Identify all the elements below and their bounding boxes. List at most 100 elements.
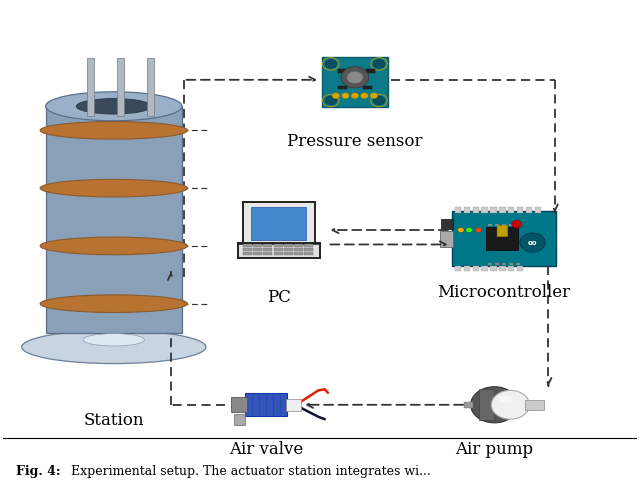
Circle shape bbox=[458, 227, 464, 232]
Bar bbox=[464, 402, 473, 408]
Circle shape bbox=[360, 93, 368, 98]
Ellipse shape bbox=[76, 98, 151, 114]
Bar bbox=[284, 248, 293, 251]
Bar bbox=[305, 252, 314, 255]
Bar bbox=[243, 248, 252, 251]
Ellipse shape bbox=[40, 179, 188, 197]
FancyBboxPatch shape bbox=[238, 243, 320, 258]
Bar bbox=[88, 58, 94, 116]
Circle shape bbox=[520, 233, 545, 252]
Bar bbox=[509, 224, 513, 225]
Bar bbox=[464, 207, 470, 213]
FancyBboxPatch shape bbox=[440, 230, 453, 247]
Bar bbox=[495, 263, 499, 265]
Text: PC: PC bbox=[267, 289, 291, 306]
Bar bbox=[481, 266, 488, 271]
FancyBboxPatch shape bbox=[442, 220, 453, 229]
FancyBboxPatch shape bbox=[243, 202, 315, 245]
Circle shape bbox=[325, 59, 337, 68]
Circle shape bbox=[332, 93, 340, 98]
Bar bbox=[264, 248, 273, 251]
Bar bbox=[284, 244, 293, 247]
Bar bbox=[490, 266, 497, 271]
Circle shape bbox=[511, 221, 522, 228]
Ellipse shape bbox=[45, 92, 182, 121]
Bar bbox=[338, 86, 347, 90]
Ellipse shape bbox=[83, 334, 145, 346]
FancyBboxPatch shape bbox=[497, 225, 508, 237]
Bar bbox=[243, 244, 252, 247]
Bar bbox=[264, 244, 273, 247]
Bar bbox=[274, 248, 283, 251]
Bar bbox=[294, 252, 303, 255]
Text: Experimental setup. The actuator station integrates wi...: Experimental setup. The actuator station… bbox=[67, 465, 431, 478]
Bar bbox=[535, 207, 541, 213]
Ellipse shape bbox=[40, 295, 188, 313]
Bar bbox=[455, 266, 461, 271]
Bar bbox=[294, 244, 303, 247]
Text: Fig. 4:: Fig. 4: bbox=[16, 465, 61, 478]
Bar bbox=[509, 263, 513, 265]
FancyBboxPatch shape bbox=[452, 211, 556, 266]
Ellipse shape bbox=[500, 395, 512, 403]
Bar bbox=[253, 252, 262, 255]
Bar bbox=[45, 106, 182, 333]
FancyBboxPatch shape bbox=[234, 414, 246, 425]
Bar bbox=[464, 266, 470, 271]
Bar bbox=[488, 224, 492, 225]
FancyBboxPatch shape bbox=[232, 397, 247, 412]
Bar bbox=[305, 244, 314, 247]
Bar bbox=[481, 207, 488, 213]
Ellipse shape bbox=[40, 237, 188, 255]
Bar bbox=[274, 244, 283, 247]
Circle shape bbox=[325, 96, 337, 105]
FancyBboxPatch shape bbox=[321, 57, 388, 108]
Bar bbox=[118, 58, 124, 116]
Bar bbox=[525, 400, 544, 410]
Circle shape bbox=[342, 93, 349, 98]
Bar bbox=[363, 86, 372, 90]
Bar bbox=[274, 252, 283, 255]
Bar bbox=[526, 207, 532, 213]
Bar bbox=[479, 390, 495, 420]
Bar bbox=[517, 207, 524, 213]
Bar bbox=[488, 263, 492, 265]
Bar bbox=[490, 207, 497, 213]
Circle shape bbox=[347, 71, 363, 84]
Bar bbox=[338, 69, 347, 73]
FancyBboxPatch shape bbox=[251, 207, 307, 240]
Bar bbox=[502, 224, 506, 225]
Text: Station: Station bbox=[84, 412, 144, 429]
Bar bbox=[294, 248, 303, 251]
Bar bbox=[455, 207, 461, 213]
Bar bbox=[264, 252, 273, 255]
FancyBboxPatch shape bbox=[486, 227, 518, 250]
Bar bbox=[472, 266, 479, 271]
Bar bbox=[516, 263, 520, 265]
Circle shape bbox=[341, 67, 369, 88]
Bar bbox=[502, 263, 506, 265]
Bar bbox=[499, 266, 506, 271]
Bar bbox=[284, 252, 293, 255]
FancyBboxPatch shape bbox=[286, 398, 301, 411]
Bar bbox=[243, 252, 252, 255]
Bar bbox=[253, 248, 262, 251]
Circle shape bbox=[373, 96, 385, 105]
Ellipse shape bbox=[470, 387, 518, 423]
Circle shape bbox=[373, 59, 385, 68]
Bar bbox=[305, 248, 314, 251]
FancyBboxPatch shape bbox=[246, 393, 287, 416]
Bar bbox=[508, 266, 515, 271]
Text: Air pump: Air pump bbox=[456, 441, 534, 458]
Ellipse shape bbox=[40, 122, 188, 139]
Circle shape bbox=[476, 227, 482, 232]
Ellipse shape bbox=[492, 391, 529, 419]
Bar bbox=[499, 207, 506, 213]
Bar bbox=[516, 224, 520, 225]
Bar bbox=[366, 69, 375, 73]
Bar bbox=[508, 207, 515, 213]
Text: Pressure sensor: Pressure sensor bbox=[287, 132, 422, 150]
Bar bbox=[495, 224, 499, 225]
Circle shape bbox=[466, 227, 472, 232]
Text: oo: oo bbox=[528, 240, 538, 245]
